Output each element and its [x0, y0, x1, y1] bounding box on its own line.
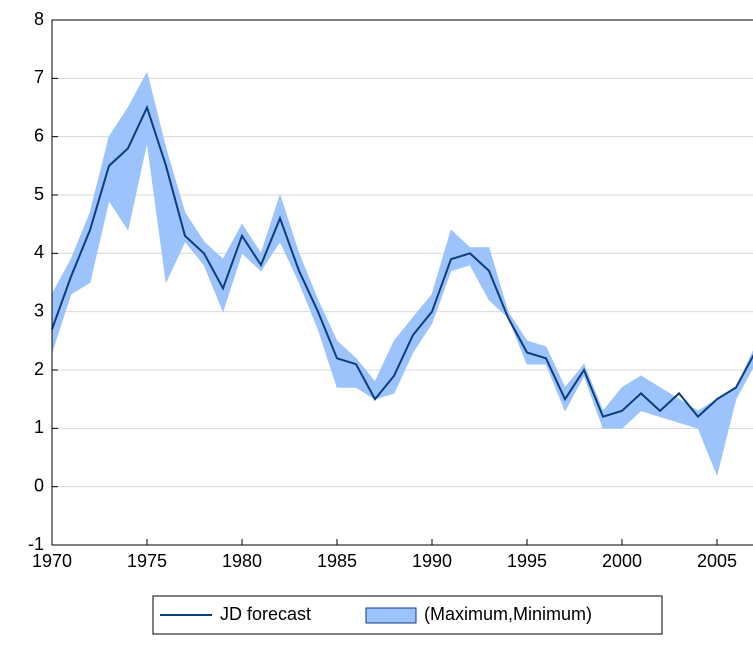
range-band	[602, 386, 623, 429]
range-band	[222, 224, 243, 312]
x-tick-label: 1990	[412, 551, 452, 571]
y-tick-label: 5	[34, 184, 44, 204]
legend-label: JD forecast	[220, 604, 311, 624]
range-band	[716, 386, 737, 476]
y-tick-label: 1	[34, 417, 44, 437]
x-tick-label: 2005	[697, 551, 737, 571]
range-band	[108, 106, 129, 232]
range-band	[697, 398, 718, 476]
x-tick-label: 2000	[602, 551, 642, 571]
range-band	[241, 223, 262, 272]
y-tick-label: 2	[34, 359, 44, 379]
range-band	[659, 386, 680, 423]
range-band	[203, 240, 224, 312]
y-tick-label: 8	[34, 9, 44, 29]
range-band	[564, 363, 585, 411]
data-line	[51, 104, 753, 419]
range-band	[507, 310, 528, 365]
x-tick-label: 1970	[32, 551, 72, 571]
range-band	[89, 136, 110, 283]
range-band	[431, 229, 452, 324]
range-band	[450, 229, 471, 272]
y-tick-label: 6	[34, 125, 44, 145]
y-tick-label: 3	[34, 300, 44, 320]
y-tick-label: -1	[28, 534, 44, 554]
x-tick-label: 1975	[127, 551, 167, 571]
y-tick-label: 7	[34, 67, 44, 87]
x-tick-label: 1985	[317, 551, 357, 571]
range-band	[583, 364, 604, 429]
range-band	[165, 148, 186, 283]
range-band	[146, 72, 167, 283]
range-band	[317, 299, 338, 388]
y-tick-label: 0	[34, 475, 44, 495]
range-band	[127, 72, 148, 231]
x-tick-label: 1980	[222, 551, 262, 571]
range-band	[488, 247, 509, 319]
range-band	[279, 194, 300, 283]
legend-swatch	[365, 607, 417, 624]
legend-label: (Maximum,Minimum)	[424, 604, 592, 624]
x-tick-label: 1995	[507, 551, 547, 571]
y-tick-label: 4	[34, 242, 44, 262]
plot-frame	[51, 19, 753, 546]
